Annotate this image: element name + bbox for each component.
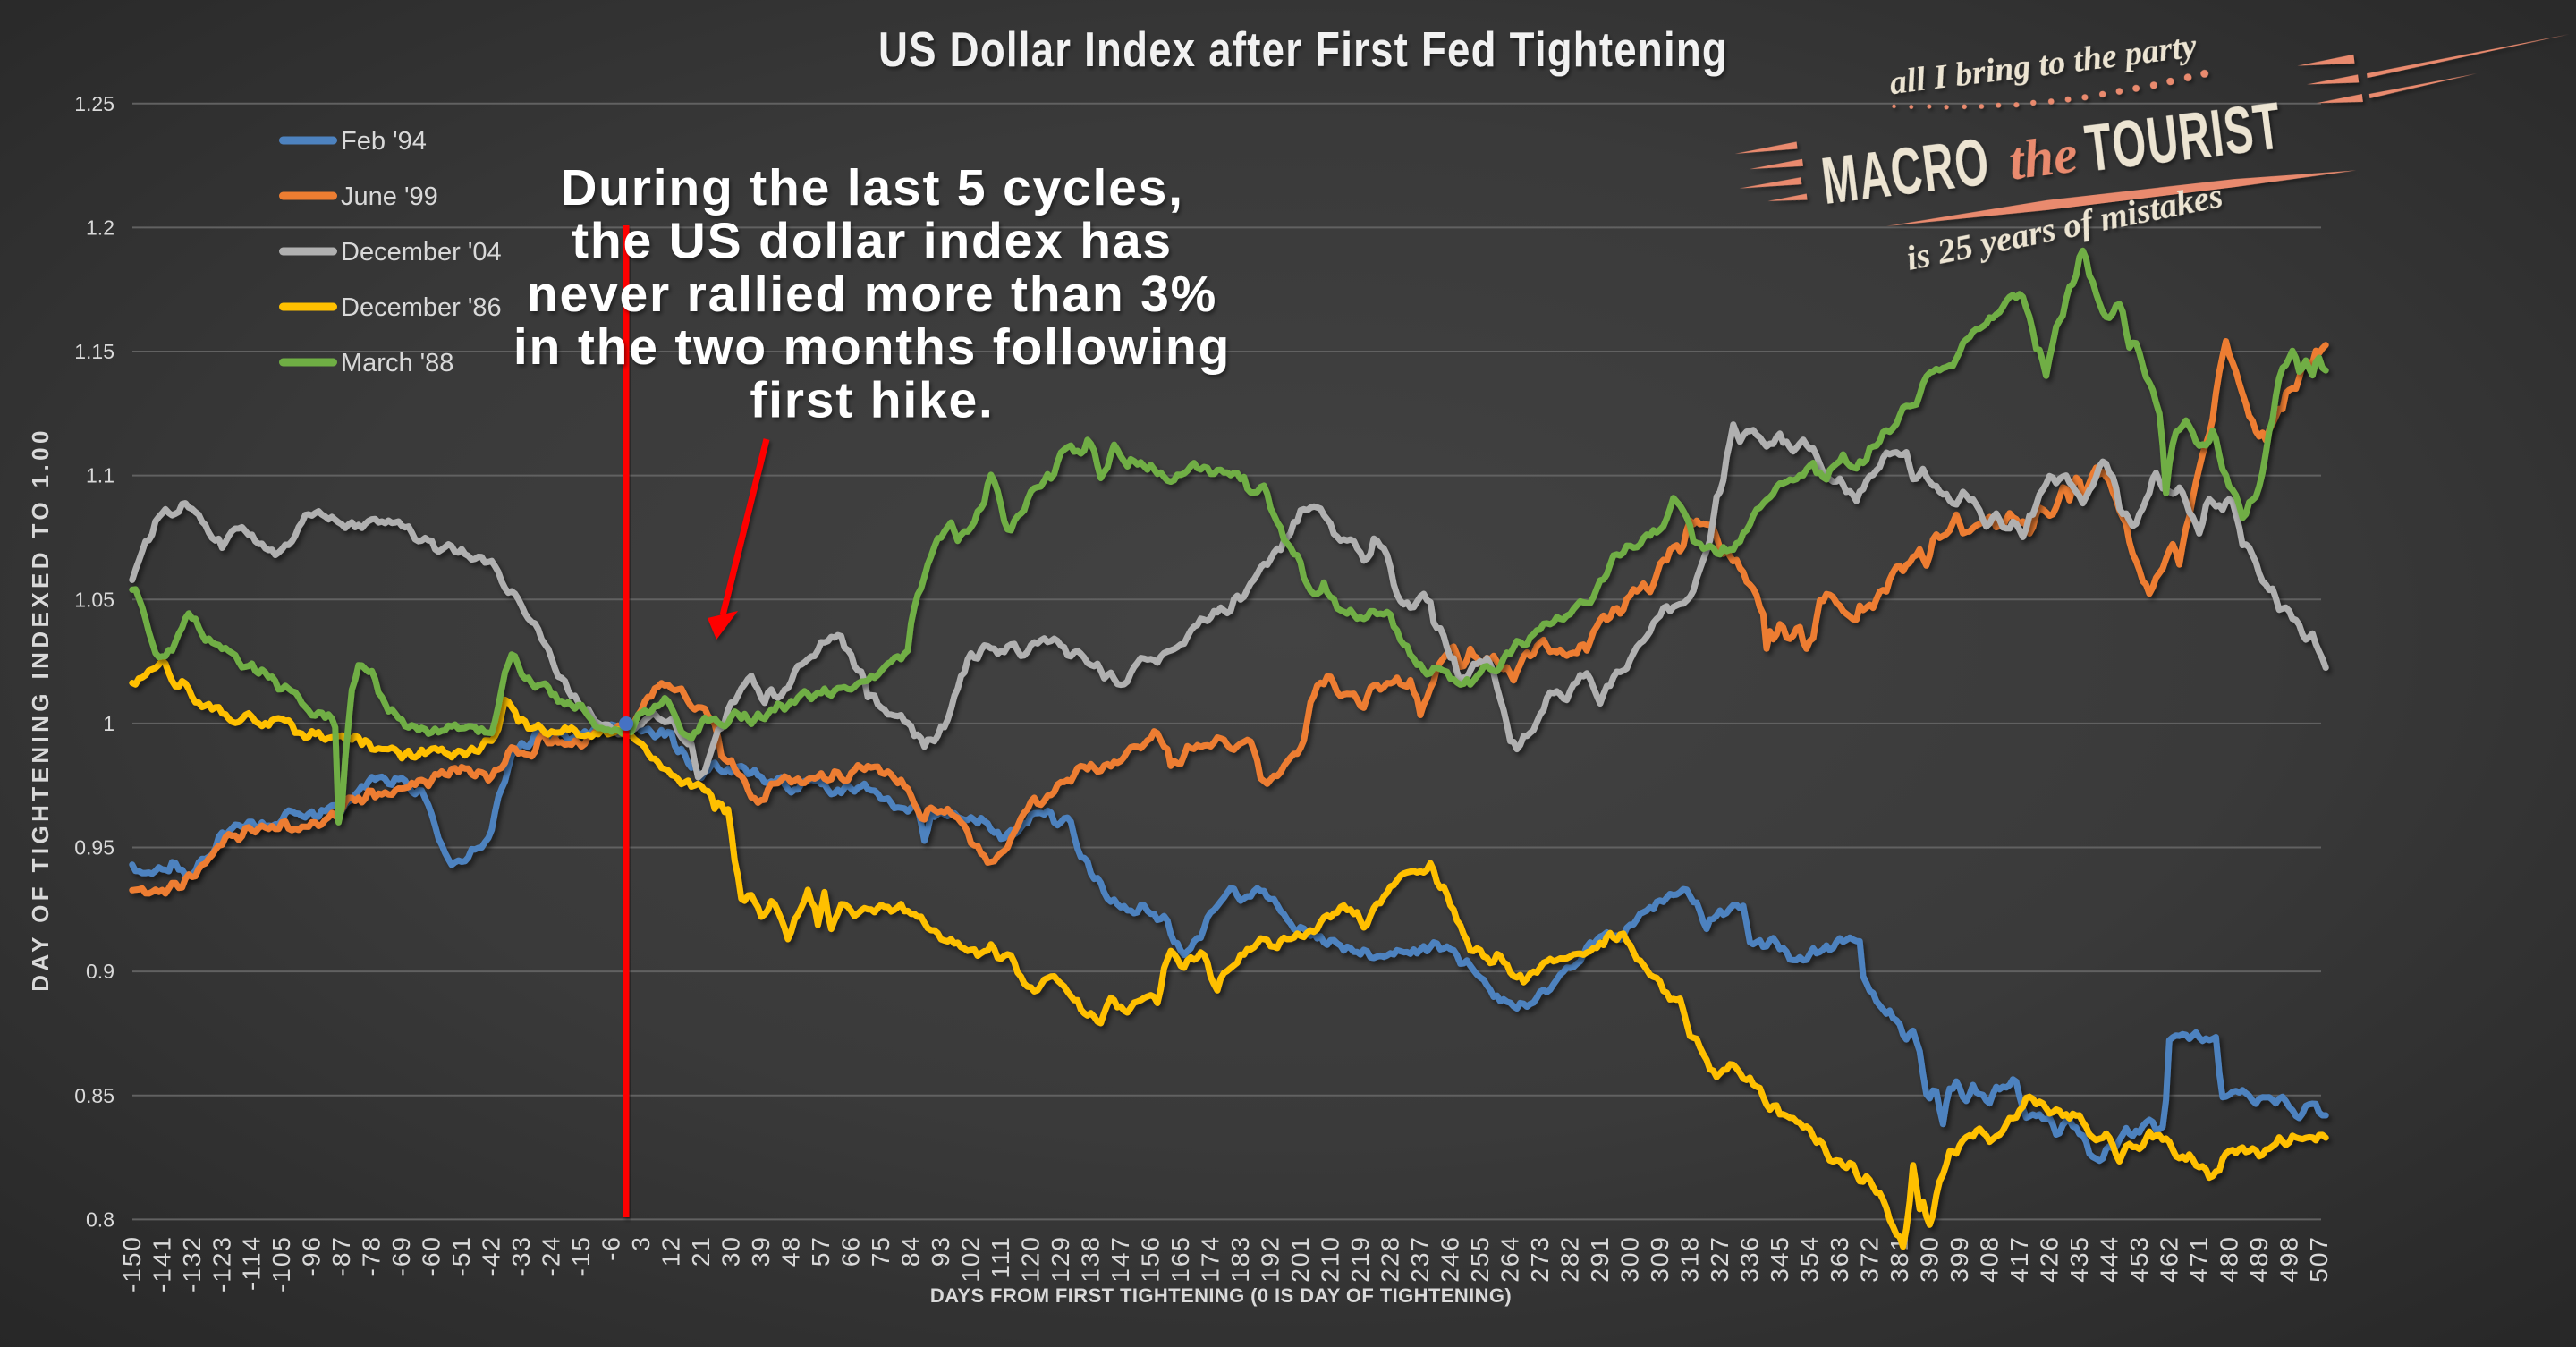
svg-text:in the two months following: in the two months following bbox=[513, 318, 1231, 376]
svg-text:291: 291 bbox=[1586, 1235, 1614, 1283]
svg-text:39: 39 bbox=[747, 1235, 775, 1267]
svg-text:-141: -141 bbox=[148, 1235, 175, 1292]
svg-text:183: 183 bbox=[1226, 1235, 1254, 1283]
svg-text:December '86: December '86 bbox=[341, 293, 502, 322]
svg-text:138: 138 bbox=[1077, 1235, 1105, 1283]
svg-text:282: 282 bbox=[1556, 1235, 1584, 1283]
svg-text:1: 1 bbox=[103, 712, 114, 735]
svg-text:192: 192 bbox=[1257, 1235, 1284, 1283]
svg-text:-105: -105 bbox=[267, 1235, 295, 1292]
svg-text:480: 480 bbox=[2215, 1235, 2242, 1283]
svg-text:228: 228 bbox=[1377, 1235, 1404, 1283]
svg-text:30: 30 bbox=[717, 1235, 745, 1267]
svg-text:156: 156 bbox=[1137, 1235, 1165, 1283]
svg-text:264: 264 bbox=[1496, 1235, 1524, 1283]
svg-text:453: 453 bbox=[2125, 1235, 2153, 1283]
svg-text:219: 219 bbox=[1346, 1235, 1374, 1283]
svg-text:57: 57 bbox=[807, 1235, 835, 1267]
svg-text:March '88: March '88 bbox=[341, 349, 453, 377]
svg-text:129: 129 bbox=[1046, 1235, 1074, 1283]
svg-text:210: 210 bbox=[1317, 1235, 1344, 1283]
svg-text:-123: -123 bbox=[208, 1235, 235, 1292]
svg-text:336: 336 bbox=[1735, 1235, 1763, 1283]
svg-text:426: 426 bbox=[2035, 1235, 2063, 1283]
svg-text:435: 435 bbox=[2065, 1235, 2093, 1283]
svg-text:48: 48 bbox=[777, 1235, 805, 1267]
svg-text:390: 390 bbox=[1915, 1235, 1943, 1283]
svg-text:-51: -51 bbox=[447, 1235, 475, 1276]
svg-text:174: 174 bbox=[1197, 1235, 1224, 1283]
svg-text:-6: -6 bbox=[597, 1235, 625, 1261]
svg-text:327: 327 bbox=[1706, 1235, 1733, 1283]
svg-text:21: 21 bbox=[687, 1235, 715, 1267]
svg-text:DAYS FROM FIRST TIGHTENING (0: DAYS FROM FIRST TIGHTENING (0 IS DAY OF … bbox=[930, 1284, 1512, 1307]
svg-text:0.8: 0.8 bbox=[86, 1207, 114, 1231]
svg-text:June '99: June '99 bbox=[341, 182, 438, 211]
svg-text:165: 165 bbox=[1166, 1235, 1194, 1283]
svg-text:93: 93 bbox=[927, 1235, 954, 1267]
svg-text:471: 471 bbox=[2185, 1235, 2213, 1283]
svg-text:345: 345 bbox=[1766, 1235, 1793, 1283]
svg-text:372: 372 bbox=[1855, 1235, 1883, 1283]
svg-text:1.15: 1.15 bbox=[74, 340, 114, 363]
svg-text:309: 309 bbox=[1646, 1235, 1674, 1283]
svg-text:December '04: December '04 bbox=[341, 238, 502, 267]
svg-text:1.25: 1.25 bbox=[74, 92, 114, 115]
svg-text:-96: -96 bbox=[298, 1235, 326, 1276]
svg-text:1.05: 1.05 bbox=[74, 588, 114, 611]
svg-text:498: 498 bbox=[2275, 1235, 2302, 1283]
svg-text:-78: -78 bbox=[358, 1235, 386, 1276]
svg-text:147: 147 bbox=[1106, 1235, 1134, 1283]
svg-text:12: 12 bbox=[657, 1235, 685, 1267]
svg-text:-132: -132 bbox=[178, 1235, 206, 1292]
svg-text:0.95: 0.95 bbox=[74, 836, 114, 860]
svg-text:399: 399 bbox=[1945, 1235, 1973, 1283]
svg-text:84: 84 bbox=[897, 1235, 925, 1267]
svg-text:never rallied more than 3%: never rallied more than 3% bbox=[527, 266, 1217, 323]
svg-text:-24: -24 bbox=[538, 1235, 565, 1276]
svg-text:-114: -114 bbox=[238, 1235, 266, 1291]
svg-text:1.1: 1.1 bbox=[86, 464, 114, 487]
svg-text:354: 354 bbox=[1795, 1235, 1823, 1283]
svg-text:507: 507 bbox=[2305, 1235, 2333, 1283]
svg-text:363: 363 bbox=[1826, 1235, 1853, 1283]
svg-text:0.9: 0.9 bbox=[86, 960, 114, 983]
svg-text:462: 462 bbox=[2155, 1235, 2182, 1283]
svg-text:102: 102 bbox=[957, 1235, 985, 1283]
svg-text:DAY OF TIGHTENING INDEXED TO 1: DAY OF TIGHTENING INDEXED TO 1.00 bbox=[27, 427, 54, 992]
svg-text:201: 201 bbox=[1286, 1235, 1314, 1283]
svg-text:273: 273 bbox=[1526, 1235, 1554, 1283]
svg-text:111: 111 bbox=[987, 1235, 1014, 1279]
svg-text:Feb '94: Feb '94 bbox=[341, 127, 427, 156]
svg-text:255: 255 bbox=[1466, 1235, 1494, 1283]
svg-text:-42: -42 bbox=[478, 1235, 505, 1276]
svg-text:-69: -69 bbox=[387, 1235, 415, 1276]
svg-text:3: 3 bbox=[627, 1235, 655, 1251]
svg-text:75: 75 bbox=[867, 1235, 894, 1267]
svg-text:489: 489 bbox=[2245, 1235, 2273, 1283]
svg-text:first hike.: first hike. bbox=[750, 372, 994, 429]
svg-text:During the last 5 cycles,: During the last 5 cycles, bbox=[560, 159, 1184, 216]
svg-text:-150: -150 bbox=[118, 1235, 146, 1292]
svg-text:66: 66 bbox=[837, 1235, 865, 1267]
svg-text:-33: -33 bbox=[507, 1235, 535, 1276]
svg-text:-87: -87 bbox=[327, 1235, 355, 1276]
svg-text:the US dollar index has: the US dollar index has bbox=[572, 212, 1173, 269]
svg-text:0.85: 0.85 bbox=[74, 1084, 114, 1107]
svg-text:318: 318 bbox=[1675, 1235, 1703, 1283]
svg-text:237: 237 bbox=[1406, 1235, 1434, 1283]
svg-text:408: 408 bbox=[1975, 1235, 2003, 1283]
svg-text:417: 417 bbox=[2005, 1235, 2033, 1283]
svg-text:1.2: 1.2 bbox=[86, 216, 114, 239]
svg-text:the: the bbox=[2005, 124, 2080, 191]
svg-text:300: 300 bbox=[1616, 1235, 1644, 1283]
svg-text:-15: -15 bbox=[567, 1235, 595, 1276]
svg-text:246: 246 bbox=[1436, 1235, 1464, 1283]
svg-text:US Dollar Index after First Fe: US Dollar Index after First Fed Tighteni… bbox=[878, 21, 1728, 77]
svg-text:444: 444 bbox=[2095, 1235, 2123, 1283]
svg-text:120: 120 bbox=[1017, 1235, 1045, 1283]
svg-text:-60: -60 bbox=[418, 1235, 445, 1276]
